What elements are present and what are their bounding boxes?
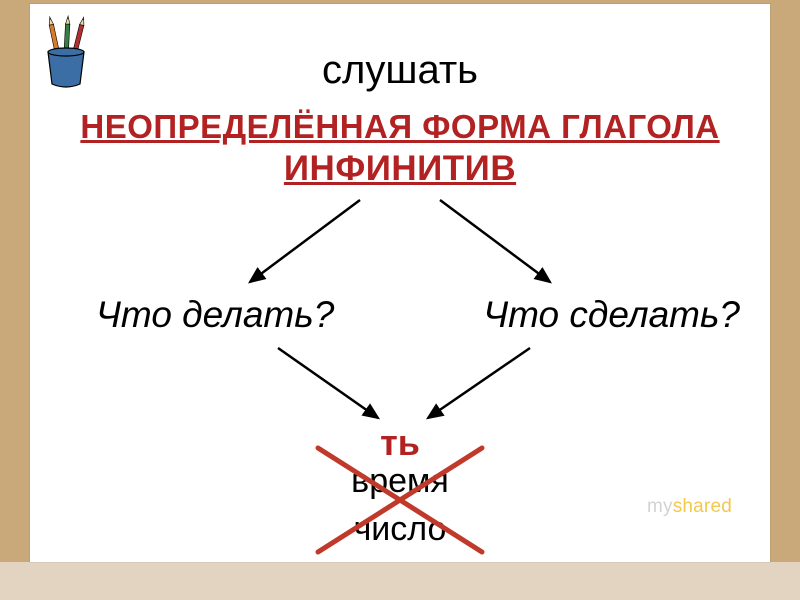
watermark-prefix: my bbox=[647, 496, 673, 517]
heading-line-2: ИНФИНИТИВ bbox=[30, 149, 770, 189]
watermark-accent: shared bbox=[673, 496, 732, 517]
question-left: Что делать? bbox=[96, 294, 334, 336]
heading-line-1: НЕОПРЕДЕЛЁННАЯ ФОРМА ГЛАГОЛА bbox=[30, 108, 770, 146]
title-word: слушать bbox=[30, 48, 770, 93]
question-right: Что сделать? bbox=[483, 294, 740, 336]
watermark: myshared bbox=[647, 496, 732, 518]
bottom-bar bbox=[0, 562, 800, 600]
suffix-label: ть bbox=[30, 422, 770, 464]
slide: слушать НЕОПРЕДЕЛЁННАЯ ФОРМА ГЛАГОЛА ИНФ… bbox=[30, 4, 770, 562]
